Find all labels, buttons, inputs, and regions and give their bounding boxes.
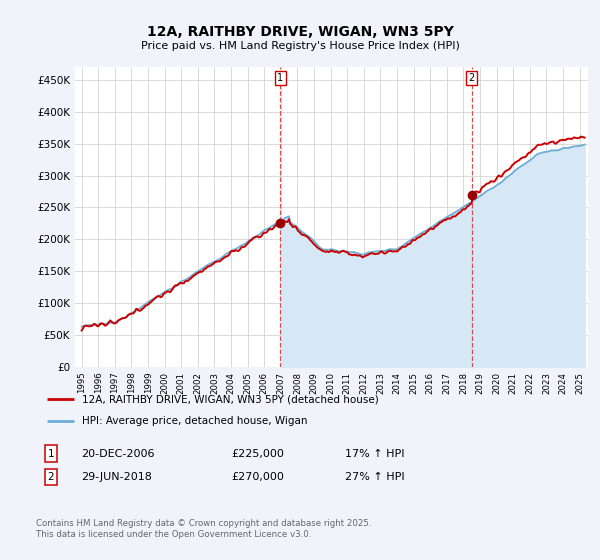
Text: 27% ↑ HPI: 27% ↑ HPI — [345, 472, 404, 482]
Text: Price paid vs. HM Land Registry's House Price Index (HPI): Price paid vs. HM Land Registry's House … — [140, 41, 460, 51]
Text: 12A, RAITHBY DRIVE, WIGAN, WN3 5PY (detached house): 12A, RAITHBY DRIVE, WIGAN, WN3 5PY (deta… — [82, 394, 379, 404]
Text: 12A, RAITHBY DRIVE, WIGAN, WN3 5PY: 12A, RAITHBY DRIVE, WIGAN, WN3 5PY — [146, 26, 454, 39]
Text: 29-JUN-2018: 29-JUN-2018 — [81, 472, 152, 482]
Text: 1: 1 — [47, 449, 55, 459]
Text: 1: 1 — [277, 73, 283, 83]
Text: 20-DEC-2006: 20-DEC-2006 — [81, 449, 155, 459]
Text: 2: 2 — [469, 73, 475, 83]
Text: £270,000: £270,000 — [231, 472, 284, 482]
Text: Contains HM Land Registry data © Crown copyright and database right 2025.
This d: Contains HM Land Registry data © Crown c… — [36, 520, 371, 539]
Text: £225,000: £225,000 — [231, 449, 284, 459]
Text: HPI: Average price, detached house, Wigan: HPI: Average price, detached house, Wiga… — [82, 416, 308, 426]
Text: 17% ↑ HPI: 17% ↑ HPI — [345, 449, 404, 459]
Text: 2: 2 — [47, 472, 55, 482]
